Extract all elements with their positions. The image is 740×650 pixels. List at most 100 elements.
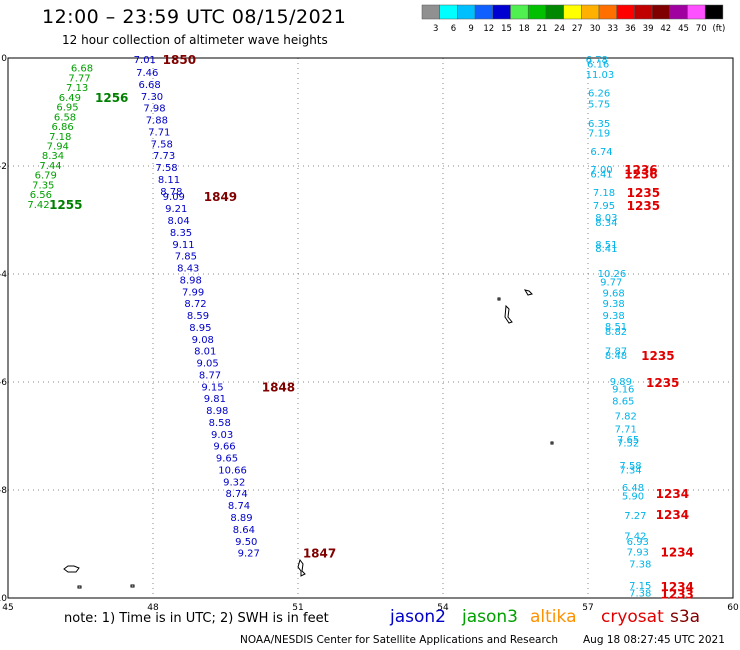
color-swatch bbox=[421, 4, 440, 20]
island-outline bbox=[130, 584, 135, 588]
island-outline bbox=[297, 558, 306, 577]
color-swatch bbox=[474, 4, 494, 20]
wave-height-label: 9.81 bbox=[204, 394, 226, 405]
wave-height-label: 6.79 bbox=[35, 171, 57, 182]
wave-height-label: 8.43 bbox=[177, 264, 199, 275]
y-tick-label: -2 bbox=[0, 162, 7, 172]
footer-credit: NOAA/NESDIS Center for Satellite Applica… bbox=[240, 634, 558, 646]
island-outline bbox=[77, 585, 82, 589]
color-swatch bbox=[634, 4, 653, 20]
wave-height-label: 8.95 bbox=[189, 323, 211, 334]
x-tick-label: 54 bbox=[437, 603, 449, 613]
legend-item-s3a: s3a bbox=[670, 607, 701, 627]
wave-height-label: 8.98 bbox=[180, 275, 202, 286]
wave-height-label: 7.42 bbox=[27, 200, 49, 211]
color-scale-label: 39 bbox=[643, 24, 654, 34]
island-outline bbox=[497, 297, 501, 301]
chart-title: 12:00 – 23:59 UTC 08/15/2021 bbox=[42, 6, 347, 28]
color-swatch bbox=[581, 4, 600, 20]
color-scale-label: 27 bbox=[572, 24, 583, 34]
wave-height-label: 7.85 bbox=[175, 252, 197, 263]
color-swatch bbox=[616, 4, 635, 20]
wave-height-label: 8.35 bbox=[170, 228, 192, 239]
wave-height-label: 9.89 bbox=[610, 377, 632, 388]
wave-height-label: 8.34 bbox=[595, 218, 617, 229]
wave-height-label: 9.11 bbox=[172, 240, 194, 251]
wave-height-label: 7.82 bbox=[615, 411, 637, 422]
wave-height-label: 8.98 bbox=[206, 406, 228, 417]
color-scale-label: 3 bbox=[433, 24, 438, 34]
wave-height-label: 6.68 bbox=[71, 64, 93, 75]
wave-height-label: 7.95 bbox=[593, 201, 615, 212]
wave-height-label: 8.74 bbox=[228, 501, 250, 512]
wave-height-label: 9.03 bbox=[211, 430, 233, 441]
track-time-label: 1256 bbox=[95, 91, 128, 105]
wave-height-label: 7.93 bbox=[627, 548, 649, 559]
wave-height-label: 5.90 bbox=[622, 491, 644, 502]
wave-height-label: 9.05 bbox=[197, 359, 219, 370]
wave-height-label: 6.78 bbox=[586, 55, 608, 66]
track-time-label: 1234 bbox=[656, 487, 689, 501]
wave-height-label: 8.64 bbox=[233, 525, 255, 536]
wave-height-label: 7.99 bbox=[182, 287, 204, 298]
track-time-label: 1255 bbox=[49, 198, 82, 212]
wave-height-label: 6.95 bbox=[56, 103, 78, 114]
color-swatch bbox=[598, 4, 617, 20]
wave-height-label: 7.18 bbox=[593, 188, 615, 199]
x-tick-label: 60 bbox=[727, 603, 739, 613]
color-swatch bbox=[510, 4, 529, 20]
wave-height-label: 10.66 bbox=[218, 465, 247, 476]
track-time-label: 1849 bbox=[204, 190, 237, 204]
wave-height-label: 7.71 bbox=[148, 127, 170, 138]
wave-height-label: 8.89 bbox=[230, 513, 252, 524]
footer-note: note: 1) Time is in UTC; 2) SWH is in fe… bbox=[64, 611, 329, 626]
plot-frame bbox=[7, 57, 734, 599]
wave-height-label: 7.13 bbox=[66, 83, 88, 94]
y-tick-label: 0 bbox=[1, 54, 7, 64]
color-scale-label: 9 bbox=[468, 24, 473, 34]
wave-height-label: 7.88 bbox=[146, 116, 168, 127]
island-outline bbox=[550, 441, 554, 445]
x-tick-label: 57 bbox=[582, 603, 593, 613]
wave-height-label: 7.87 bbox=[605, 347, 627, 358]
wave-height-label: 7.00 bbox=[590, 165, 612, 176]
wave-height-label: 7.34 bbox=[619, 465, 641, 476]
wave-height-label: 9.27 bbox=[238, 549, 260, 560]
wave-height-label: 10.26 bbox=[598, 269, 627, 280]
wave-height-label: 7.35 bbox=[32, 180, 54, 191]
color-scale-label: 30 bbox=[590, 24, 601, 34]
wave-height-label: 7.18 bbox=[49, 132, 71, 143]
wave-height-label: 9.77 bbox=[600, 278, 622, 289]
color-scale-label: 70 bbox=[696, 24, 707, 34]
color-swatch bbox=[704, 4, 724, 20]
wave-height-label: 8.41 bbox=[595, 244, 617, 255]
wave-height-label: 9.38 bbox=[603, 311, 625, 322]
color-scale-label: 12 bbox=[483, 24, 494, 34]
wave-height-label: 9.15 bbox=[201, 382, 223, 393]
footer-timestamp: Aug 18 08:27:45 UTC 2021 bbox=[583, 634, 725, 646]
wave-height-label: 7.01 bbox=[134, 55, 156, 66]
wave-height-label: 7.44 bbox=[39, 161, 61, 172]
wave-height-label: 9.16 bbox=[612, 384, 634, 395]
track-time-label: 1234 bbox=[661, 580, 694, 594]
wave-height-label: 7.94 bbox=[47, 141, 69, 152]
color-swatch bbox=[651, 4, 671, 20]
track-time-label: 1850 bbox=[163, 53, 196, 67]
wave-height-label: 7.77 bbox=[68, 73, 90, 84]
wave-height-label: 9.09 bbox=[163, 192, 185, 203]
track-time-label: 1235 bbox=[641, 349, 674, 363]
color-swatch bbox=[563, 4, 582, 20]
wave-height-label: 6.16 bbox=[587, 59, 609, 70]
x-tick-label: 51 bbox=[292, 603, 303, 613]
island-outline bbox=[504, 304, 513, 324]
track-time-label: 1233 bbox=[661, 588, 694, 602]
wave-height-label: 7.65 bbox=[617, 435, 639, 446]
wave-height-label: 8.51 bbox=[605, 322, 627, 333]
wave-height-label: 6.48 bbox=[622, 483, 644, 494]
track-time-label: 1234 bbox=[656, 508, 689, 522]
color-scale-label: 15 bbox=[501, 24, 512, 34]
y-tick-label: -8 bbox=[0, 486, 7, 496]
wave-height-label: 8.72 bbox=[184, 299, 206, 310]
